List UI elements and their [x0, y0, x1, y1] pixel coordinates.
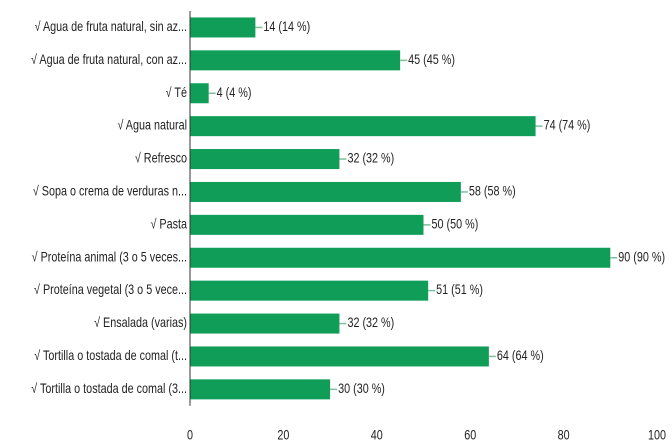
x-tick-label: 80 [558, 427, 570, 442]
value-label: 58 (58 %) [469, 183, 516, 198]
category-label: √ Sopa o crema de verduras n... [33, 183, 187, 198]
category-label: √ Agua natural [117, 118, 187, 133]
category-label: √ Agua de fruta natural, con az... [31, 52, 187, 67]
x-tick-label: 0 [187, 427, 193, 442]
bar [190, 181, 461, 202]
bar [190, 214, 424, 235]
value-label: 30 (30 %) [338, 381, 385, 396]
bar [190, 50, 401, 71]
bar [190, 17, 256, 38]
x-tick-label: 60 [464, 427, 476, 442]
value-label: 45 (45 %) [408, 52, 455, 67]
category-label: √ Tortilla o tostada de comal (t... [34, 348, 187, 363]
bar [190, 313, 340, 334]
category-label: √ Refresco [135, 150, 187, 165]
value-label: 32 (32 %) [347, 150, 394, 165]
value-label: 64 (64 %) [497, 348, 544, 363]
value-label: 74 (74 %) [544, 118, 591, 133]
value-label: 90 (90 %) [618, 249, 665, 264]
value-label: 4 (4 %) [217, 85, 252, 100]
category-label: √ Proteína animal (3 o 5 veces... [32, 249, 187, 264]
bar [190, 149, 340, 170]
bar [190, 247, 611, 268]
bar [190, 83, 209, 104]
category-label: √ Agua de fruta natural, sin az... [35, 19, 187, 34]
bar [190, 280, 429, 301]
value-label: 51 (51 %) [436, 282, 483, 297]
x-tick-label: 20 [277, 427, 289, 442]
x-tick-label: 100 [648, 427, 666, 442]
value-label: 32 (32 %) [347, 315, 394, 330]
bar [190, 379, 331, 400]
x-tick-label: 40 [371, 427, 383, 442]
value-label: 14 (14 %) [263, 19, 310, 34]
bar [190, 116, 536, 137]
category-label: √ Proteína vegetal (3 o 5 vece... [34, 282, 187, 297]
category-label: √ Pasta [150, 216, 187, 231]
category-label: √ Ensalada (varias) [94, 315, 187, 330]
bar [190, 346, 489, 367]
value-label: 50 (50 %) [432, 216, 479, 231]
category-label: √ Tortilla o tostada de comal (3... [31, 381, 187, 396]
category-label: √ Té [166, 85, 188, 100]
